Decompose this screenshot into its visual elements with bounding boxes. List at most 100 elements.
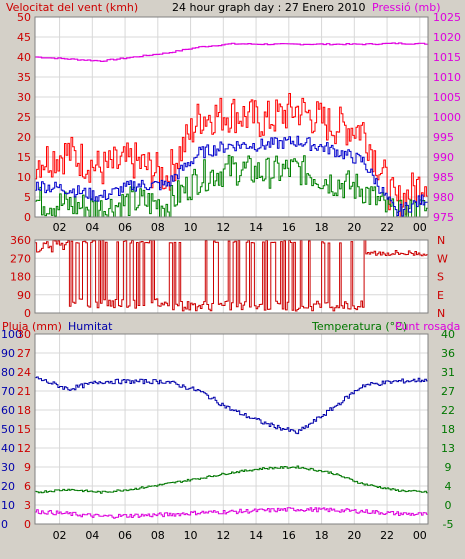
x-tick-label: 08 — [151, 529, 165, 542]
humidity-series-line — [35, 376, 429, 435]
x-tick-label: 18 — [315, 529, 329, 542]
temperature-y-tick-label: 9 — [445, 461, 452, 474]
pressure-y-tick-label: 975 — [433, 211, 454, 224]
pressure-y-tick-label: 1010 — [433, 71, 461, 84]
wind-y-tick-label: 50 — [17, 11, 31, 24]
dewpoint-axis-label: Punt rosada — [395, 320, 460, 333]
pressure-y-tick-label: 1020 — [433, 31, 461, 44]
wind-y-tick-label: 30 — [17, 91, 31, 104]
x-tick-label: 08 — [151, 221, 165, 234]
x-tick-label: 18 — [315, 221, 329, 234]
wind-y-tick-label: 10 — [17, 171, 31, 184]
wind-y-tick-label: 5 — [24, 191, 31, 204]
pressure-y-tick-label: 995 — [433, 131, 454, 144]
temperature-y-tick-label: 0 — [445, 499, 452, 512]
compass-tick-label: E — [437, 289, 444, 302]
temperature-y-tick-label: 22 — [441, 404, 455, 417]
rain-axis-label: Pluja (mm) — [2, 320, 62, 333]
wind-minimum-series-line — [35, 154, 429, 218]
x-tick-label: 20 — [347, 221, 361, 234]
direction-y-tick-label: 0 — [24, 307, 31, 320]
wind-gust-series-line — [35, 93, 429, 218]
humidity-y-tick-label: 80 — [1, 366, 15, 379]
pressure-y-tick-label: 1005 — [433, 91, 461, 104]
humidity-y-tick-label: 60 — [1, 404, 15, 417]
rain-y-tick-label: 6 — [24, 480, 31, 493]
humidity-y-tick-label: 10 — [1, 499, 15, 512]
temperature-y-tick-label: 13 — [441, 442, 455, 455]
wind-panel-border — [34, 16, 429, 218]
compass-tick-label: S — [437, 271, 444, 284]
temperature-series-line — [35, 465, 429, 494]
x-tick-label: 16 — [282, 529, 296, 542]
tick-labels: 0202040406060808101012121414161618182020… — [1, 11, 461, 542]
wind-y-tick-label: 25 — [17, 111, 31, 124]
x-tick-label: 22 — [380, 529, 394, 542]
humidity-y-tick-label: 90 — [1, 347, 15, 360]
compass-tick-label: N — [437, 234, 445, 247]
temperature-y-tick-label: 36 — [441, 347, 455, 360]
pressure-y-tick-label: 1025 — [433, 11, 461, 24]
humidity-y-tick-label: 100 — [1, 328, 22, 341]
temperature-y-tick-label: -5 — [443, 518, 454, 531]
pressure-y-tick-label: 1015 — [433, 51, 461, 64]
wind-y-tick-label: 45 — [17, 31, 31, 44]
rain-y-tick-label: 27 — [17, 347, 31, 360]
wind-y-tick-label: 35 — [17, 71, 31, 84]
pressure-series-line — [35, 42, 429, 62]
x-tick-label: 12 — [216, 221, 230, 234]
x-tick-label: 10 — [184, 529, 198, 542]
x-tick-label: 04 — [85, 529, 99, 542]
pressure-y-tick-label: 985 — [433, 171, 454, 184]
wind-y-tick-label: 40 — [17, 51, 31, 64]
rain-y-tick-label: 3 — [24, 499, 31, 512]
rain-y-tick-label: 9 — [24, 461, 31, 474]
x-tick-label: 02 — [53, 221, 67, 234]
x-tick-label: 14 — [249, 221, 263, 234]
pressure-y-tick-label: 990 — [433, 151, 454, 164]
wind-speed-axis-label: Velocitat del vent (kmh) — [6, 1, 138, 14]
rain-y-tick-label: 15 — [17, 423, 31, 436]
x-tick-label: 20 — [347, 529, 361, 542]
pressure-axis-label: Pressió (mb) — [372, 1, 441, 14]
x-tick-label: 12 — [216, 529, 230, 542]
x-tick-label: 16 — [282, 221, 296, 234]
humidity-y-tick-label: 30 — [1, 461, 15, 474]
climate-panel-border — [34, 333, 429, 525]
humidity-y-tick-label: 70 — [1, 385, 15, 398]
temperature-y-tick-label: 31 — [441, 366, 455, 379]
rain-y-tick-label: 12 — [17, 442, 31, 455]
direction-y-tick-label: 270 — [10, 252, 31, 265]
humidity-y-tick-label: 20 — [1, 480, 15, 493]
temperature-y-tick-label: 40 — [441, 328, 455, 341]
x-tick-label: 00 — [413, 529, 427, 542]
temperature-axis-label: Temperatura (°C) — [311, 320, 407, 333]
rain-y-tick-label: 21 — [17, 385, 31, 398]
x-tick-label: 22 — [380, 221, 394, 234]
direction-y-tick-label: 90 — [17, 289, 31, 302]
chart-title: 24 hour graph day : 27 Enero 2010 — [172, 1, 366, 14]
pressure-y-tick-label: 1000 — [433, 111, 461, 124]
humidity-y-tick-label: 50 — [1, 423, 15, 436]
pressure-y-tick-label: 980 — [433, 191, 454, 204]
compass-tick-label: N — [437, 307, 445, 320]
x-tick-label: 10 — [184, 221, 198, 234]
direction-y-tick-label: 180 — [10, 271, 31, 284]
rain-y-tick-label: 30 — [17, 328, 31, 341]
temperature-y-tick-label: 4 — [445, 480, 452, 493]
dewpoint-series-line — [35, 507, 429, 519]
humidity-y-tick-label: 0 — [1, 518, 8, 531]
wind-average-series-line — [35, 135, 429, 217]
wind-direction-series-line — [35, 239, 429, 312]
humidity-axis-label: Humitat — [68, 320, 113, 333]
x-tick-label: 06 — [118, 529, 132, 542]
rain-y-tick-label: 18 — [17, 404, 31, 417]
grid-lines — [35, 17, 428, 524]
x-tick-label: 02 — [53, 529, 67, 542]
wind-y-tick-label: 20 — [17, 131, 31, 144]
rain-y-tick-label: 0 — [24, 518, 31, 531]
x-tick-label: 00 — [413, 221, 427, 234]
x-tick-label: 14 — [249, 529, 263, 542]
wind-y-tick-label: 15 — [17, 151, 31, 164]
